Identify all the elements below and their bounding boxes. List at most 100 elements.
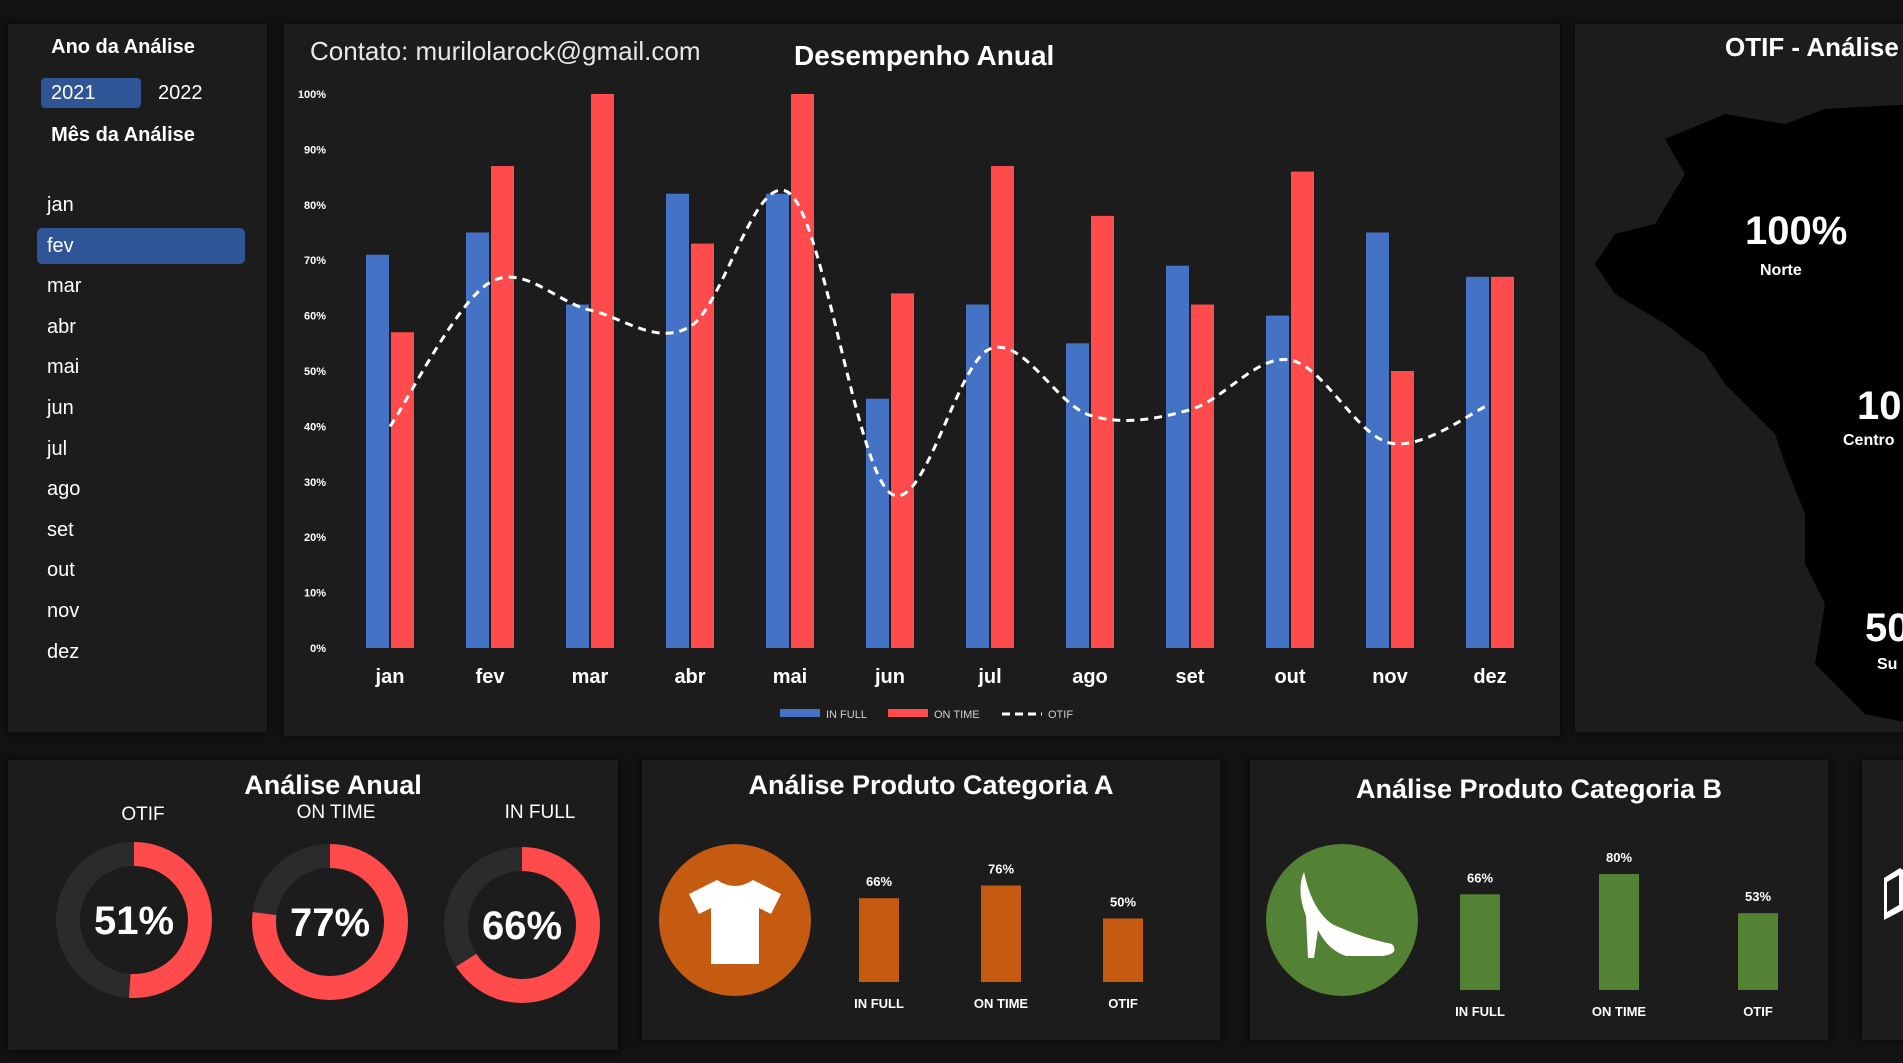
bar-otif[interactable]: [1738, 913, 1778, 990]
bar-category-label: IN FULL: [854, 996, 904, 1011]
month-button-jul[interactable]: jul: [47, 437, 68, 460]
year-filter-title: Ano da Análise: [51, 36, 195, 58]
year-button-2022[interactable]: 2022: [158, 82, 203, 104]
bar-in-full-jan[interactable]: [366, 254, 389, 648]
legend-swatch: [888, 709, 928, 717]
bar-category-label: OTIF: [1743, 1004, 1773, 1019]
category-a-chart: 66% IN FULL 76% ON TIME 50% OTIF: [659, 844, 1143, 1011]
bar-on-time-abr[interactable]: [691, 243, 714, 648]
month-filter-title: Mês da Análise: [51, 124, 195, 146]
bar-on-time-jan[interactable]: [391, 332, 414, 648]
bar-value-label: 80%: [1606, 850, 1632, 865]
bar-on-time-set[interactable]: [1191, 304, 1214, 648]
month-button-abr[interactable]: abr: [47, 315, 76, 338]
category-b-chart: 66% IN FULL 80% ON TIME 53% OTIF: [1266, 844, 1778, 1019]
month-button-mar[interactable]: mar: [47, 275, 82, 298]
x-tick-label: out: [1274, 666, 1305, 688]
bar-in-full[interactable]: [1460, 894, 1500, 990]
bar-on-time-out[interactable]: [1291, 171, 1314, 648]
donut-label-otif: OTIF: [121, 804, 165, 825]
bar-in-full-ago[interactable]: [1066, 343, 1089, 648]
bar-in-full-fev[interactable]: [466, 232, 489, 649]
donut-value: 77%: [290, 901, 370, 945]
y-tick-label: 10%: [304, 588, 326, 600]
month-button-nov[interactable]: nov: [47, 600, 80, 622]
legend-swatch: [780, 709, 820, 717]
bar-on-time-mar[interactable]: [591, 94, 614, 648]
category-a-panel: Análise Produto Categoria A 66% IN FULL 76…: [642, 760, 1220, 1040]
bar-on-time-jul[interactable]: [991, 166, 1014, 648]
bar-in-full[interactable]: [859, 898, 899, 982]
y-tick-label: 50%: [304, 366, 326, 378]
x-tick-label: abr: [674, 666, 705, 688]
donut-arc-on-time[interactable]: [252, 844, 408, 1000]
region-centro-pct: 10: [1857, 384, 1902, 428]
high-heel-icon: [1300, 872, 1395, 958]
y-tick-label: 40%: [304, 421, 326, 433]
category-c-panel: [1862, 760, 1903, 1040]
month-button-out[interactable]: out: [47, 559, 75, 582]
bar-in-full-nov[interactable]: [1366, 232, 1389, 649]
bar-in-full-mar[interactable]: [566, 304, 589, 648]
bar-on-time-nov[interactable]: [1391, 371, 1414, 648]
month-button-dez[interactable]: dez: [47, 640, 80, 663]
month-button-set[interactable]: set: [47, 518, 74, 541]
region-sul-pct: 50: [1865, 606, 1903, 650]
otif-region-panel: OTIF - Análise P 100% Norte 10 Centro 50…: [1575, 24, 1903, 732]
x-tick-label: nov: [1372, 666, 1408, 688]
bar-on-time[interactable]: [1599, 874, 1639, 990]
map-title: OTIF - Análise P: [1725, 32, 1903, 62]
otif-line[interactable]: [388, 188, 1491, 498]
bar-in-full-jun[interactable]: [866, 398, 889, 648]
y-tick-label: 60%: [304, 311, 326, 323]
chart-title: Desempenho Anual: [794, 40, 1055, 71]
bar-on-time-dez[interactable]: [1491, 276, 1514, 648]
bar-on-time[interactable]: [981, 885, 1021, 982]
bar-otif[interactable]: [1103, 918, 1143, 983]
year-button-2021[interactable]: 2021: [41, 78, 141, 108]
month-button-ago[interactable]: ago: [47, 478, 81, 501]
contact-email: Contato: murilolarock@gmail.com: [310, 36, 701, 66]
bar-in-full-dez[interactable]: [1466, 276, 1489, 648]
x-tick-label: fev: [476, 666, 506, 688]
bar-on-time-fev[interactable]: [491, 166, 514, 648]
annual-analysis-title: Análise Anual: [244, 770, 422, 800]
annual-performance-chart: 0% 10% 20% 30% 40% 50% 60% 70% 80% 90% 100% jan fev m…: [298, 89, 1514, 721]
donut-label-on-time: ON TIME: [296, 802, 376, 823]
region-centro-name: Centro: [1843, 432, 1895, 449]
x-tick-label: dez: [1473, 666, 1506, 688]
bar-in-full-mai[interactable]: [766, 193, 789, 648]
bar-value-label: 76%: [988, 861, 1014, 876]
bar-in-full-jul[interactable]: [966, 304, 989, 648]
donut-value: 51%: [94, 899, 174, 943]
bar-category-label: ON TIME: [1592, 1004, 1646, 1019]
category-a-title: Análise Produto Categoria A: [748, 770, 1114, 800]
bar-in-full-set[interactable]: [1166, 265, 1189, 648]
bar-category-label: ON TIME: [974, 996, 1028, 1011]
y-tick-label: 90%: [304, 144, 326, 156]
y-tick-label: 20%: [304, 532, 326, 544]
y-tick-label: 70%: [304, 255, 326, 267]
bar-on-time-mai[interactable]: [791, 94, 814, 648]
month-button-mai[interactable]: mai: [47, 356, 80, 379]
bar-category-label: IN FULL: [1455, 1004, 1505, 1019]
x-tick-label: jun: [874, 666, 905, 688]
bar-in-full-out[interactable]: [1266, 315, 1289, 648]
y-tick-label: 30%: [304, 477, 326, 489]
month-button-jan[interactable]: jan: [47, 194, 74, 216]
y-tick-label: 100%: [298, 89, 326, 101]
bar-in-full-abr[interactable]: [666, 193, 689, 648]
donut-arc-otif[interactable]: [56, 842, 212, 998]
x-tick-label: mar: [572, 666, 609, 688]
bar-value-label: 66%: [1467, 870, 1493, 885]
annual-performance-panel: Contato: murilolarock@gmail.com Desempen…: [284, 24, 1560, 736]
donut-value: 66%: [482, 904, 562, 948]
bar-on-time-jun[interactable]: [891, 293, 914, 648]
bar-value-label: 66%: [866, 874, 892, 889]
donut-arc-in-full[interactable]: [444, 847, 600, 1003]
month-button-fev[interactable]: fev: [37, 227, 245, 264]
x-tick-label: set: [1176, 666, 1205, 688]
month-button-jun[interactable]: jun: [47, 397, 74, 419]
bar-on-time-ago[interactable]: [1091, 215, 1114, 648]
x-tick-label: jan: [375, 666, 405, 688]
